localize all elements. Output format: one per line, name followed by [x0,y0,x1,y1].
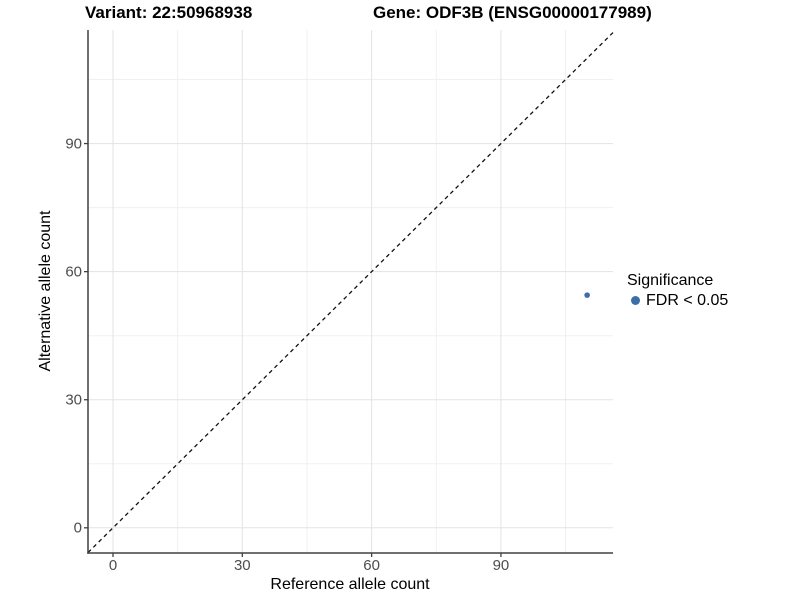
variant-title: Variant: 22:50968938 [85,3,253,22]
y-axis-title: Alternative allele count [37,210,54,372]
x-tick-label: 60 [363,557,380,574]
x-tick-label: 0 [108,557,118,574]
y-tick-label: 0 [73,519,82,537]
x-tick-label: 90 [492,557,510,574]
legend: Significance FDR < 0.05 [627,272,728,309]
x-tick-label: 30 [233,557,251,574]
identity-line [87,32,614,554]
y-tick-label: 30 [65,391,82,409]
legend-point-icon [631,296,640,305]
x-axis-title: Reference allele count [270,576,430,593]
y-tick-label: 90 [65,135,82,153]
legend-entry: FDR < 0.05 [627,292,728,309]
data-point [584,292,590,298]
y-tick-label: 60 [65,263,82,281]
legend-entry-label: FDR < 0.05 [646,292,729,309]
legend-title: Significance [627,272,714,289]
legend-entries: FDR < 0.05 [627,292,728,309]
gene-title: Gene: ODF3B (ENSG00000177989) [373,3,652,22]
